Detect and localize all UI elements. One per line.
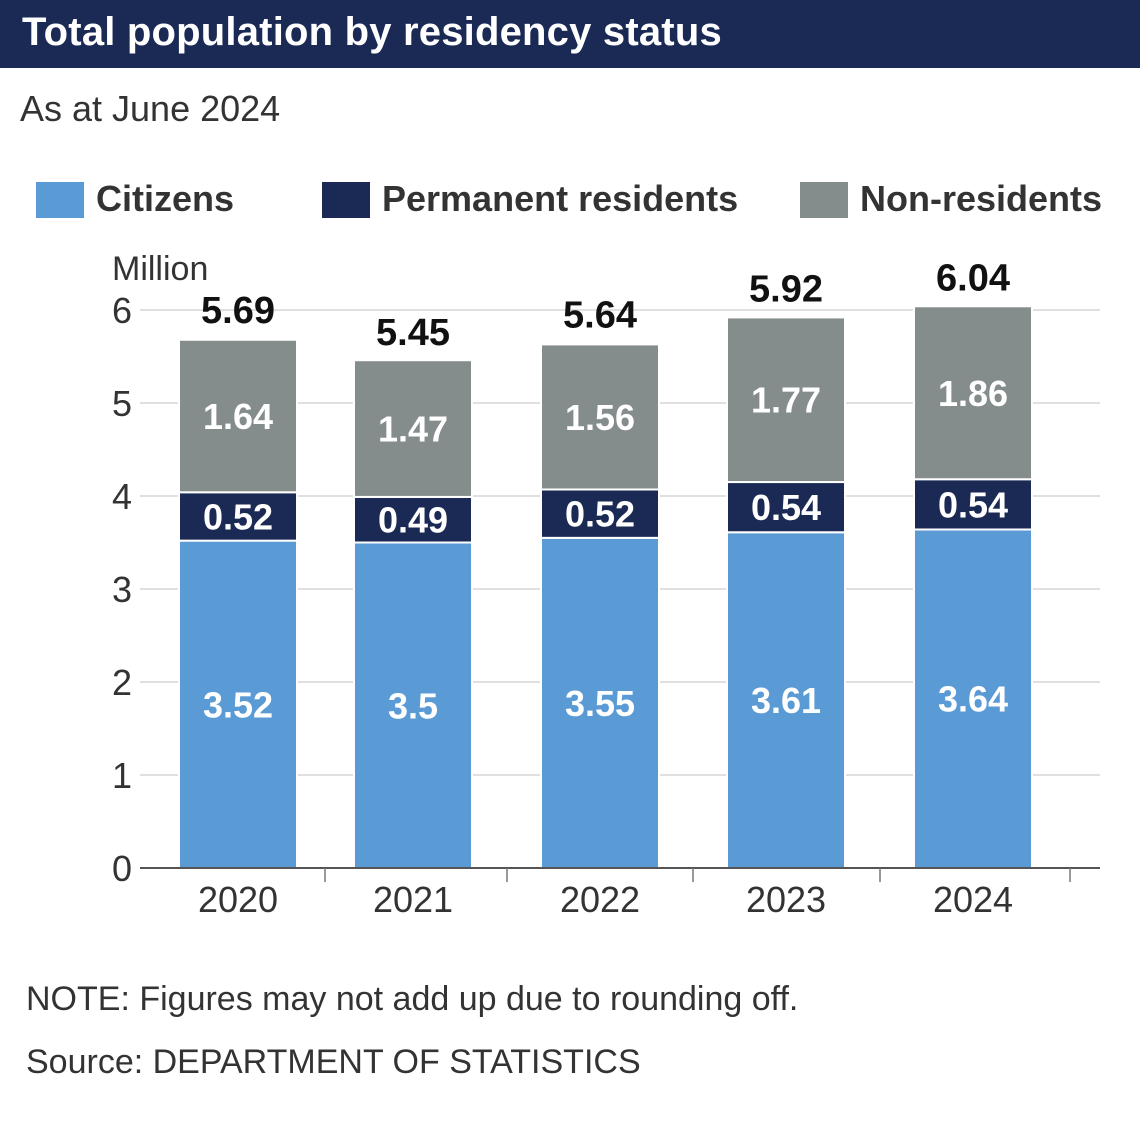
y-tick-label: 0 [112,848,132,889]
footnote: NOTE: Figures may not add up due to roun… [26,980,799,1018]
chart-subtitle: As at June 2024 [20,88,281,129]
legend-swatch-non-residents [800,182,848,218]
bar-segment-citizens [726,531,846,870]
x-tick-label: 2021 [373,879,453,920]
y-tick-label: 5 [112,383,132,424]
legend-label-permanent-residents: Permanent residents [382,178,739,219]
data-label-non-residents: 1.77 [751,380,821,421]
data-label-non-residents: 1.56 [565,397,635,438]
bar-segment-citizens [540,536,660,869]
chart-title: Total population by residency status [22,10,722,54]
data-label-permanent-residents: 0.54 [938,484,1008,525]
legend: Citizens Permanent residents Non-residen… [0,178,1140,224]
x-tick-label: 2022 [560,879,640,920]
legend-label-citizens: Citizens [96,178,235,219]
title-bar: Total population by residency status [0,0,1140,68]
data-label-non-residents: 1.47 [378,409,448,450]
data-label-permanent-residents: 0.49 [378,500,448,541]
legend-label-non-residents: Non-residents [860,178,1103,219]
data-label-citizens: 3.55 [565,683,635,724]
data-label-permanent-residents: 0.52 [565,494,635,535]
bar-segment-citizens [178,539,298,869]
bar-segment-permanent-residents [178,491,298,542]
bar-segment-non-residents [178,338,298,494]
y-tick-label: 1 [112,755,132,796]
total-label: 5.69 [201,290,275,332]
bar-segment-non-residents [540,343,660,491]
x-tick-label: 2023 [746,879,826,920]
data-label-citizens: 3.52 [203,684,273,725]
total-label: 5.45 [376,312,450,354]
data-label-permanent-residents: 0.52 [203,496,273,537]
y-tick-label: 2 [112,662,132,703]
total-label: 5.92 [749,268,823,310]
total-label: 5.64 [563,294,637,336]
data-label-citizens: 3.64 [938,679,1008,720]
y-axis-label: Million [112,250,208,288]
data-label-non-residents: 1.64 [203,396,273,437]
bar-segment-non-residents [913,305,1033,481]
data-label-citizens: 3.5 [388,685,438,726]
x-tick-label: 2020 [198,879,278,920]
bar-segment-citizens [913,528,1033,869]
x-tick-label: 2024 [933,879,1013,920]
legend-swatch-permanent-residents [322,182,370,218]
y-tick-label: 6 [112,290,132,331]
y-tick-label: 4 [112,476,132,517]
y-tick-label: 3 [112,569,132,610]
bar-segment-non-residents [353,359,473,498]
data-label-permanent-residents: 0.54 [751,487,821,528]
data-label-citizens: 3.61 [751,680,821,721]
legend-swatch-citizens [36,182,84,218]
bar-segment-non-residents [726,316,846,484]
bar-segment-permanent-residents [540,488,660,539]
data-label-non-residents: 1.86 [938,373,1008,414]
total-label: 6.04 [936,257,1010,299]
source-line: Source: DEPARTMENT OF STATISTICS [26,1043,641,1081]
